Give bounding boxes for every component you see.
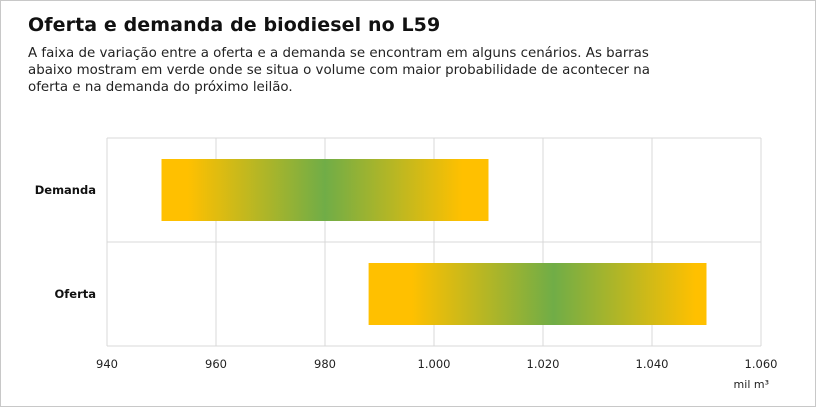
x-tick-label: 980 — [314, 357, 336, 371]
x-axis-unit-label: mil m³ — [734, 378, 769, 391]
x-tick-label: 1.000 — [418, 357, 451, 371]
x-tick-label: 1.040 — [636, 357, 669, 371]
plot-area: 940 960 980 1.000 1.020 1.040 1.060 Demanda Ofer… — [35, 137, 778, 391]
chart-title: Oferta e demanda de biodiesel no L59 — [28, 14, 441, 36]
range-bar-demanda — [161, 159, 489, 221]
x-tick-label: 940 — [96, 357, 118, 371]
category-label: Demanda — [35, 183, 96, 197]
chart-subtitle: A faixa de variação entre a oferta e a d… — [28, 46, 650, 95]
x-tick-label: 1.060 — [745, 357, 778, 371]
x-tick-label: 1.020 — [527, 357, 560, 371]
x-tick-label: 960 — [205, 357, 227, 371]
category-label: Oferta — [54, 287, 96, 301]
range-bar-oferta — [368, 263, 707, 325]
